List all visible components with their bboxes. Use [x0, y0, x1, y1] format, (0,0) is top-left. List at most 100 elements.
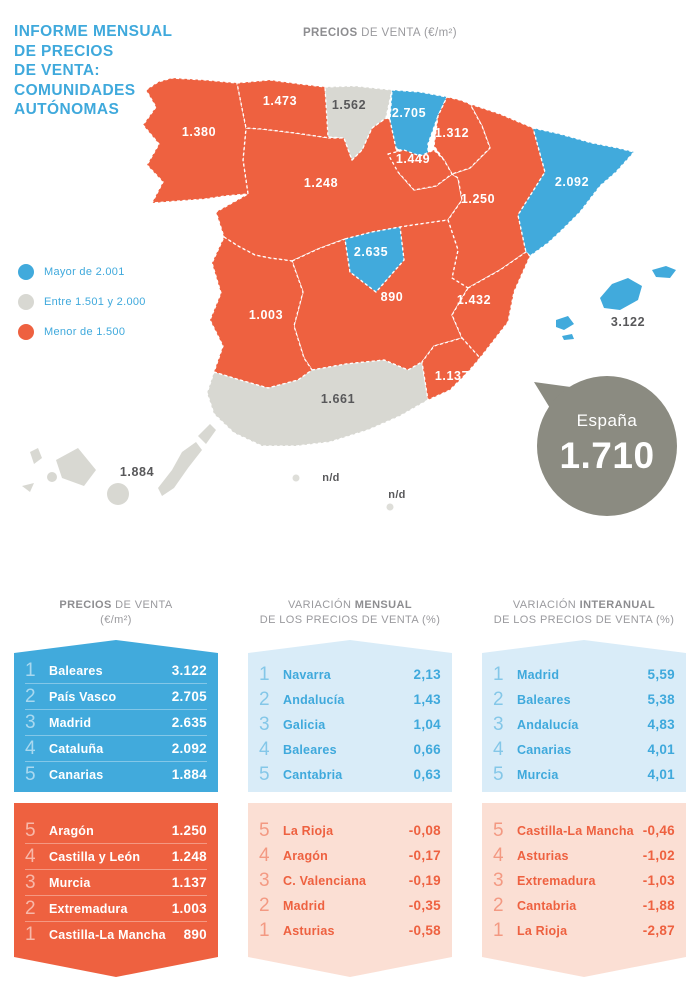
region-value: 2.705 [171, 689, 207, 704]
region-cataluna [517, 127, 635, 257]
region-value: -0,17 [408, 848, 441, 863]
region-value: -1,03 [642, 873, 675, 888]
map-value-cantabria: 1.562 [332, 98, 366, 112]
spain-label: España [577, 411, 638, 430]
region-name: Galicia [283, 717, 326, 732]
column-header: VARIACIÓN MENSUAL DE LOS PRECIOS DE VENT… [248, 598, 452, 640]
region-name: Andalucía [517, 717, 579, 732]
top5-panel: 1 Baleares 3.122 2 País Vasco 2.705 3 Madrid 2.6… [14, 640, 218, 792]
ranking-row: 5 Aragón 1.250 [25, 818, 207, 843]
island-el-hierro [22, 483, 34, 492]
rank-number: 4 [493, 738, 504, 760]
legend-item-low: Menor de 1.500 [18, 317, 146, 347]
region-value: -1,02 [642, 848, 675, 863]
region-name: Murcia [517, 767, 559, 782]
rank-number: 2 [493, 894, 504, 916]
region-value: -0,58 [408, 923, 441, 938]
region-la-rioja [387, 149, 453, 191]
ceuta-dot [292, 474, 300, 482]
region-andalucia [206, 359, 429, 447]
region-name: País Vasco [49, 689, 117, 704]
map-value-madrid: 2.635 [354, 245, 388, 259]
rank-number: 2 [259, 688, 270, 710]
header-bold: INTERANUAL [579, 599, 656, 611]
island-formentera [562, 334, 574, 340]
rank-number: 4 [25, 737, 36, 759]
ranking-row: 2 Madrid -0,35 [259, 893, 441, 918]
legend-item-high: Mayor de 2.001 [18, 257, 146, 287]
region-extremadura [209, 236, 313, 389]
region-value: 3.122 [171, 663, 207, 678]
map-value-navarra: 1.312 [435, 126, 469, 140]
region-name: Asturias [517, 848, 569, 863]
region-name: Andalucía [283, 692, 345, 707]
region-madrid [344, 226, 405, 293]
region-name: C. Valenciana [283, 873, 367, 888]
region-asturias [236, 79, 331, 139]
ranking-row: 3 Extremadura -1,03 [493, 868, 675, 893]
region-galicia [142, 77, 249, 204]
region-name: La Rioja [517, 923, 568, 938]
top5-panel: 1 Madrid 5,59 2 Baleares 5,38 3 Andalucía 4,83 4 C… [482, 640, 686, 792]
legend-swatch-blue-icon [18, 264, 34, 280]
ranking-row: 3 Murcia 1.137 [25, 869, 207, 895]
region-name: Baleares [283, 742, 337, 757]
region-name: Extremadura [49, 901, 128, 916]
top5-panel: 1 Navarra 2,13 2 Andalucía 1,43 3 Galicia 1,04 4 B… [248, 640, 452, 792]
header-bold: PRECIOS [59, 599, 112, 611]
rank-number: 2 [259, 894, 270, 916]
region-name: Cantabria [517, 898, 577, 913]
ranking-row: 1 Castilla-La Mancha 890 [25, 921, 207, 947]
region-value: 2.092 [171, 741, 207, 756]
ranking-row: 3 Andalucía 4,83 [493, 712, 675, 737]
map-value-murcia: 1.137 [435, 369, 469, 383]
map-value-extremadura: 1.003 [249, 308, 283, 322]
rank-number: 4 [259, 738, 270, 760]
region-value: 1,43 [413, 692, 441, 707]
ranking-row: 2 Andalucía 1,43 [259, 687, 441, 712]
region-name: Navarra [283, 667, 331, 682]
region-value: 0,66 [413, 742, 441, 757]
region-murcia [421, 337, 481, 401]
region-value: -0,08 [408, 823, 441, 838]
rank-number: 3 [25, 711, 36, 733]
ranking-column-monthly-variation: VARIACIÓN MENSUAL DE LOS PRECIOS DE VENT… [248, 598, 452, 977]
map-value-la-rioja: 1.449 [396, 152, 430, 166]
legend-label: Menor de 1.500 [44, 326, 126, 338]
legend-label: Mayor de 2.001 [44, 266, 125, 278]
map-value-asturias: 1.473 [263, 94, 297, 108]
region-name: Madrid [49, 715, 92, 730]
map-value-pais-vasco: 2.705 [392, 106, 426, 120]
region-value: -1,88 [642, 898, 675, 913]
map-value-c-valenciana: 1.432 [457, 293, 491, 307]
region-navarra [433, 96, 491, 175]
rank-number: 4 [259, 844, 270, 866]
rank-number: 3 [259, 713, 270, 735]
region-name: Extremadura [517, 873, 596, 888]
region-name: Murcia [49, 875, 91, 890]
region-name: Castilla y León [49, 849, 141, 864]
rank-number: 3 [493, 713, 504, 735]
rank-number: 1 [259, 919, 270, 941]
header-post: DE VENTA [111, 599, 173, 611]
header-pre: VARIACIÓN [288, 599, 355, 611]
region-value: 2,13 [413, 667, 441, 682]
ranking-row: 4 Castilla y León 1.248 [25, 843, 207, 869]
island-gran-canaria [107, 483, 129, 505]
spain-map: 1.380 1.473 1.562 2.705 1.312 1.449 1.24… [22, 77, 677, 516]
ranking-row: 1 Baleares 3.122 [25, 658, 207, 683]
ranking-column-yearly-variation: VARIACIÓN INTERANUAL DE LOS PRECIOS DE V… [482, 598, 686, 977]
ranking-row: 5 Murcia 4,01 [493, 762, 675, 787]
region-name: Castilla-La Mancha [517, 823, 634, 838]
rank-number: 5 [259, 763, 270, 785]
ranking-row: 1 Asturias -0,58 [259, 918, 441, 943]
region-value: -2,87 [642, 923, 675, 938]
region-cantabria [324, 85, 393, 161]
legend-label: Entre 1.501 y 2.000 [44, 296, 146, 308]
spain-total-bubble: España 1.710 [534, 376, 677, 516]
ranking-row: 4 Baleares 0,66 [259, 737, 441, 762]
region-value: 5,38 [647, 692, 675, 707]
map-title-bold: PRECIOS [302, 27, 358, 39]
rank-number: 3 [493, 869, 504, 891]
rank-number: 5 [493, 763, 504, 785]
